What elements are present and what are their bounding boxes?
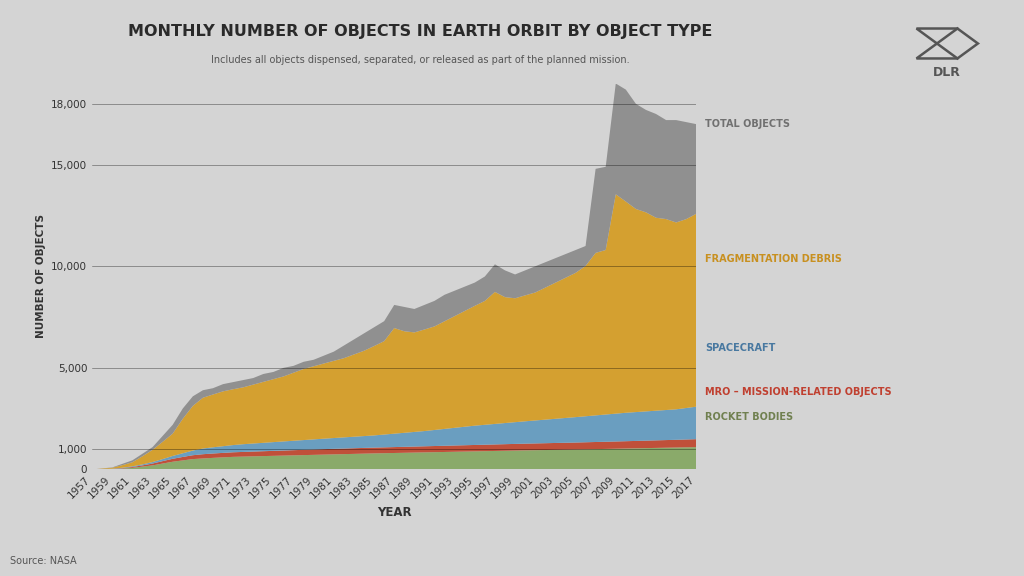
- Text: FRAGMENTATION DEBRIS: FRAGMENTATION DEBRIS: [706, 254, 843, 264]
- Text: MONTHLY NUMBER OF OBJECTS IN EARTH ORBIT BY OBJECT TYPE: MONTHLY NUMBER OF OBJECTS IN EARTH ORBIT…: [128, 24, 712, 39]
- X-axis label: YEAR: YEAR: [377, 506, 412, 518]
- Text: Includes all objects dispensed, separated, or released as part of the planned mi: Includes all objects dispensed, separate…: [211, 55, 629, 66]
- Text: TOTAL OBJECTS: TOTAL OBJECTS: [706, 119, 791, 129]
- Y-axis label: NUMBER OF OBJECTS: NUMBER OF OBJECTS: [36, 214, 46, 339]
- Text: DLR: DLR: [933, 66, 962, 79]
- Text: ROCKET BODIES: ROCKET BODIES: [706, 412, 794, 422]
- Text: SPACECRAFT: SPACECRAFT: [706, 343, 776, 353]
- Text: MRO – MISSION-RELATED OBJECTS: MRO – MISSION-RELATED OBJECTS: [706, 387, 892, 397]
- Text: Source: NASA: Source: NASA: [10, 556, 77, 566]
